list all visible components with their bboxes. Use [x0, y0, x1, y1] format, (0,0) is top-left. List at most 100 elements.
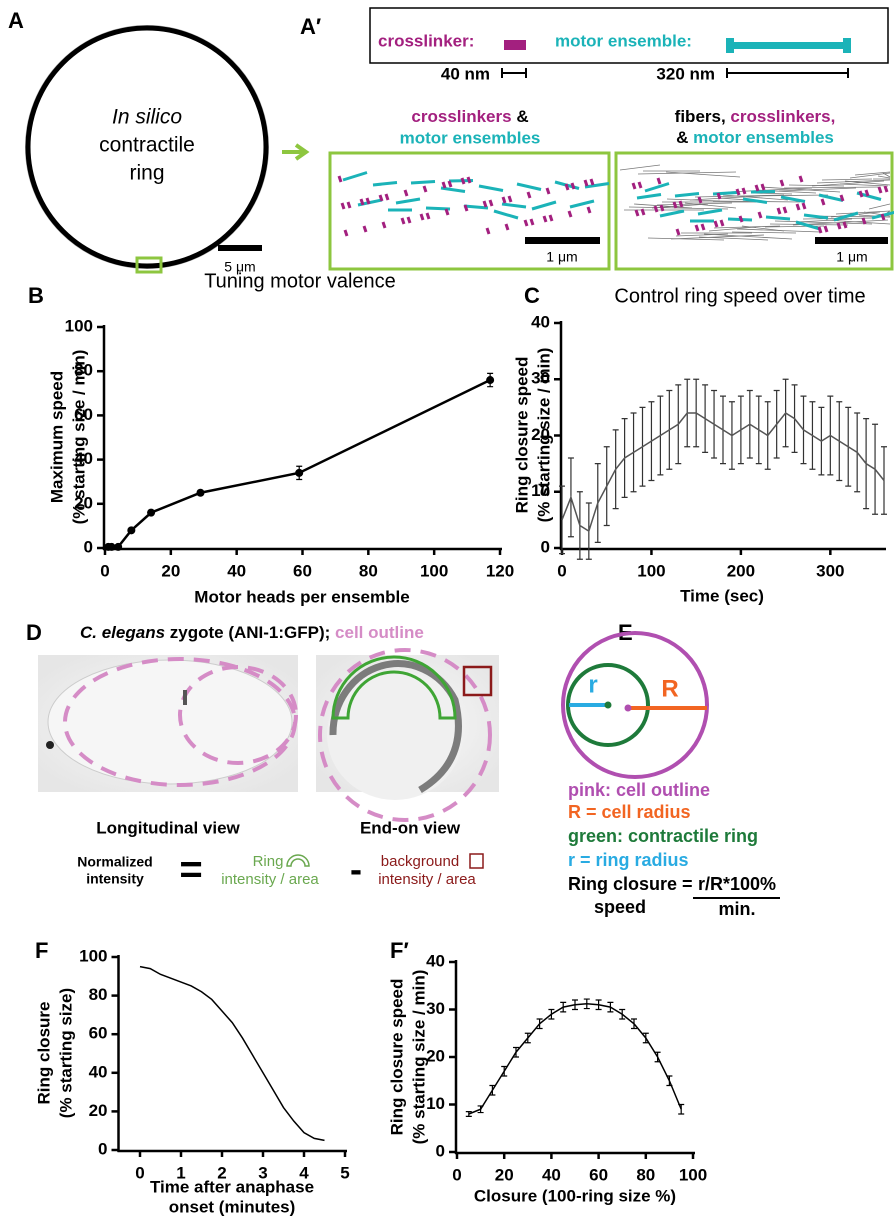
panel-label: A′: [300, 14, 321, 39]
y-tick-label: 40: [74, 449, 93, 468]
fiber: [628, 206, 729, 210]
y-tick-label: 100: [79, 946, 107, 965]
fiber: [722, 194, 789, 201]
crosslinker: [634, 209, 640, 217]
motor: [425, 206, 451, 211]
legend-text: r = ring radius: [568, 850, 689, 870]
y-tick-label: 20: [74, 493, 93, 512]
fiber: [792, 219, 889, 226]
crosslinker: [640, 208, 646, 216]
crosslinker: [548, 214, 554, 222]
y-tick-label: 0: [436, 1141, 445, 1160]
x-axis-label: Time after anaphase: [150, 1177, 314, 1196]
legend-label: crosslinker:: [378, 31, 474, 50]
data-line: [139, 965, 325, 1142]
motor: [440, 186, 466, 193]
motor: [569, 199, 595, 209]
x-tick-label: 40: [227, 561, 246, 580]
radius-label: r: [588, 671, 597, 698]
equation-symbol: -: [350, 849, 362, 890]
crosslinker: [735, 188, 741, 196]
crosslinker: [716, 192, 722, 200]
legend-text: R = cell radius: [568, 802, 691, 822]
y-axis-label: Ring closure: [34, 1002, 53, 1105]
fiber: [670, 234, 765, 240]
crosslinker: [460, 177, 466, 185]
crosslinker: [425, 212, 431, 220]
fiber: [849, 172, 891, 179]
y-tick-label: 10: [531, 481, 550, 500]
crosslinker: [403, 189, 409, 197]
data-line: [561, 412, 885, 533]
data-point: [486, 376, 495, 385]
crosslinker: [839, 194, 845, 202]
fiber: [835, 210, 891, 215]
x-tick-label: 20: [495, 1165, 514, 1184]
crosslinker: [842, 221, 848, 229]
crosslinker: [485, 227, 491, 235]
crosslinker: [697, 196, 703, 204]
crosslinker: [672, 201, 678, 209]
x-tick-label: 0: [135, 1163, 144, 1182]
fiber: [854, 171, 891, 176]
y-axis-label: (% starting size): [56, 988, 75, 1118]
fiber: [727, 187, 813, 193]
data-point: [147, 508, 156, 517]
scale-label: 40 nm: [441, 64, 490, 83]
y-axis-label: (% starting size / min): [69, 350, 88, 525]
crosslinker: [504, 223, 510, 231]
crosslinker: [798, 175, 804, 183]
motor: [531, 200, 557, 211]
radius-label: R: [661, 675, 678, 702]
chart-title: Tuning motor valence: [204, 270, 396, 292]
x-tick-label: 20: [161, 561, 180, 580]
fiber: [637, 171, 737, 175]
fiber: [736, 228, 821, 233]
y-axis-label: (% starting size / min): [534, 348, 553, 523]
data-point: [107, 542, 116, 551]
crosslinker: [378, 194, 384, 202]
motor: [463, 204, 489, 210]
motor: [478, 184, 504, 192]
crosslinker: [564, 183, 570, 191]
crosslinker: [757, 211, 763, 219]
scale-label: 1 μm: [836, 249, 867, 265]
y-axis-label: Ring closure speed: [512, 357, 531, 514]
y-tick-label: 0: [84, 537, 93, 556]
x-axis-label: Motor heads per ensemble: [194, 587, 409, 606]
y-axis-label: Ring closure speed: [387, 979, 406, 1136]
crosslinker: [738, 215, 744, 223]
y-tick-label: 30: [426, 999, 445, 1018]
error-bar: [465, 1111, 472, 1117]
scale-bars: [525, 237, 888, 244]
equation-text: Ring: [253, 853, 284, 870]
simulation-boxes: [328, 151, 894, 271]
crosslinker: [820, 198, 826, 206]
crosslinker: [631, 182, 637, 190]
panel-label: A: [8, 8, 24, 33]
ring-icon: [286, 854, 310, 867]
formula-text: r/R*100%: [698, 874, 776, 894]
y-tick-label: 10: [426, 1094, 445, 1113]
simulation-elements: [337, 164, 894, 241]
motor: [803, 213, 829, 220]
crosslinker: [545, 187, 551, 195]
x-tick-label: 100: [637, 561, 665, 580]
x-axis-label: Time (sec): [680, 586, 764, 605]
y-tick-label: 60: [89, 1024, 108, 1043]
motor: [742, 197, 768, 204]
x-axis-label: Closure (100-ring size %): [474, 1186, 676, 1205]
ring-illustration: [25, 25, 310, 274]
x-tick-label: 60: [293, 561, 312, 580]
fiber: [844, 180, 891, 186]
ring-text: In silico: [112, 106, 182, 129]
y-tick-label: 20: [426, 1046, 445, 1065]
y-tick-label: 60: [74, 405, 93, 424]
ring-text: contractile: [99, 134, 195, 157]
crosslinker: [365, 197, 371, 205]
y-tick-label: 30: [531, 369, 550, 388]
x-tick-label: 80: [359, 561, 378, 580]
legend-text: green: contractile ring: [568, 826, 758, 846]
crosslinker: [463, 204, 469, 212]
